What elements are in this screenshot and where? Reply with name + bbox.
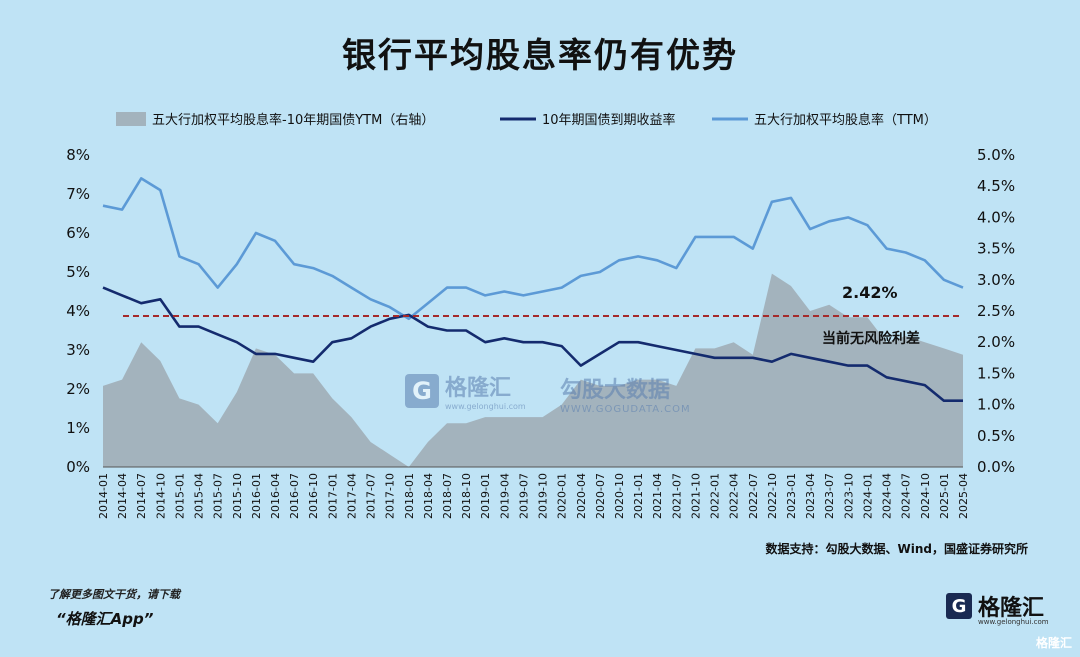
reference-text-label: 当前无风险利差 xyxy=(822,330,920,347)
x-axis-tick-label: 2014-04 xyxy=(116,473,129,519)
left-axis-tick-label: 8% xyxy=(66,146,90,164)
left-axis-tick-label: 4% xyxy=(66,302,90,320)
brand-url: www.gelonghui.com xyxy=(978,618,1049,626)
legend-label-yield: 10年期国债到期收益率 xyxy=(542,112,676,128)
left-axis-tick-label: 1% xyxy=(66,419,90,437)
legend-swatch-spread xyxy=(116,112,146,126)
chart: 五大行加权平均股息率-10年期国债YTM（右轴） 10年期国债到期收益率 五大行加权… xyxy=(0,0,1080,540)
x-axis-tick-label: 2025-01 xyxy=(938,473,951,519)
x-axis-tick-label: 2024-10 xyxy=(919,473,932,519)
x-axis-tick-label: 2014-10 xyxy=(154,473,167,519)
x-axis-tick-label: 2019-07 xyxy=(517,473,530,519)
x-axis-tick-label: 2018-04 xyxy=(422,473,435,519)
x-axis-tick-label: 2020-10 xyxy=(613,473,626,519)
x-axis-tick-label: 2014-07 xyxy=(135,473,148,519)
series-area-spread xyxy=(103,274,963,467)
left-axis-tick-label: 6% xyxy=(66,224,90,242)
watermark-gogudata: 勾股大数据 WWW.GOGUDATA.COM xyxy=(560,372,691,415)
watermark-gogudata-name: 勾股大数据 xyxy=(560,372,691,404)
watermark-gogudata-url: WWW.GOGUDATA.COM xyxy=(560,404,691,415)
x-axis-tick-label: 2023-04 xyxy=(804,473,817,519)
x-axis-tick-label: 2024-07 xyxy=(900,473,913,519)
x-axis-tick-label: 2019-10 xyxy=(537,473,550,519)
series-line-ttm xyxy=(103,178,963,318)
x-axis-tick-label: 2025-04 xyxy=(957,473,970,519)
right-axis-tick-label: 2.0% xyxy=(977,333,1015,351)
x-axis-tick-label: 2019-04 xyxy=(498,473,511,519)
x-axis-tick-label: 2018-10 xyxy=(460,473,473,519)
x-axis-tick-label: 2015-01 xyxy=(173,473,186,519)
gelonghui-logo-icon: G xyxy=(405,374,439,408)
x-axis-tick-label: 2023-01 xyxy=(785,473,798,519)
x-axis-tick-label: 2022-10 xyxy=(766,473,779,519)
x-axis-tick-label: 2016-10 xyxy=(307,473,320,519)
legend-label-spread: 五大行加权平均股息率-10年期国债YTM（右轴） xyxy=(152,112,434,128)
x-axis-tick-label: 2018-01 xyxy=(403,473,416,519)
x-axis-tick-label: 2018-07 xyxy=(441,473,454,519)
x-axis-tick-label: 2019-01 xyxy=(479,473,492,519)
gelonghui-brand-icon: G xyxy=(946,593,972,619)
x-axis-tick-label: 2023-07 xyxy=(823,473,836,519)
x-axis-tick-label: 2024-04 xyxy=(881,473,894,519)
x-axis-tick-label: 2022-07 xyxy=(747,473,760,519)
footer-app-link[interactable]: “格隆汇App” xyxy=(56,608,153,629)
x-axis-tick-label: 2022-04 xyxy=(728,473,741,519)
left-axis-tick-label: 2% xyxy=(66,380,90,398)
x-axis-tick-label: 2015-04 xyxy=(193,473,206,519)
right-axis-tick-label: 1.5% xyxy=(977,364,1015,382)
x-axis-tick-label: 2017-01 xyxy=(326,473,339,519)
x-axis-tick-label: 2014-01 xyxy=(97,473,110,519)
x-axis-tick-label: 2021-01 xyxy=(632,473,645,519)
right-axis-tick-label: 2.5% xyxy=(977,302,1015,320)
footer-note: 了解更多图文干货，请下载 xyxy=(48,586,180,602)
x-axis-tick-label: 2021-04 xyxy=(651,473,664,519)
source-note: 数据支持：勾股大数据、Wind，国盛证券研究所 xyxy=(766,540,1028,557)
x-axis-tick-label: 2017-07 xyxy=(365,473,378,519)
x-axis-tick-label: 2015-07 xyxy=(212,473,225,519)
watermark-gelonghui: G 格隆汇 www.gelonghui.com xyxy=(405,370,526,411)
x-axis-tick-label: 2020-01 xyxy=(556,473,569,519)
x-axis-tick-label: 2016-01 xyxy=(250,473,263,519)
watermark-gelonghui-name: 格隆汇 xyxy=(445,376,511,401)
x-axis-tick-label: 2017-10 xyxy=(384,473,397,519)
left-axis-tick-label: 5% xyxy=(66,263,90,281)
watermark-gelonghui-url: www.gelonghui.com xyxy=(445,402,526,411)
corner-watermark: 格隆汇 xyxy=(1036,634,1072,651)
x-axis-tick-label: 2021-10 xyxy=(689,473,702,519)
x-axis-tick-label: 2022-01 xyxy=(709,473,722,519)
right-axis-tick-label: 1.0% xyxy=(977,396,1015,414)
left-axis-tick-label: 3% xyxy=(66,341,90,359)
x-axis-tick-label: 2023-10 xyxy=(842,473,855,519)
x-axis-tick-label: 2020-07 xyxy=(594,473,607,519)
reference-value-label: 2.42% xyxy=(842,283,898,302)
x-axis-tick-label: 2021-07 xyxy=(670,473,683,519)
left-axis-tick-label: 7% xyxy=(66,185,90,203)
right-axis-tick-label: 3.0% xyxy=(977,271,1015,289)
right-axis-tick-label: 0.0% xyxy=(977,458,1015,476)
x-axis-tick-label: 2016-07 xyxy=(288,473,301,519)
left-axis-tick-label: 0% xyxy=(66,458,90,476)
x-axis-tick-label: 2020-04 xyxy=(575,473,588,519)
x-axis-tick-label: 2017-04 xyxy=(345,473,358,519)
right-axis-tick-label: 4.5% xyxy=(977,177,1015,195)
right-axis-tick-label: 3.5% xyxy=(977,240,1015,258)
right-axis-tick-label: 0.5% xyxy=(977,427,1015,445)
right-axis-tick-label: 5.0% xyxy=(977,146,1015,164)
legend-label-ttm: 五大行加权平均股息率（TTM） xyxy=(754,112,937,128)
x-axis-tick-label: 2016-04 xyxy=(269,473,282,519)
x-axis-tick-label: 2015-10 xyxy=(231,473,244,519)
right-axis-tick-label: 4.0% xyxy=(977,208,1015,226)
x-axis-tick-label: 2024-01 xyxy=(861,473,874,519)
